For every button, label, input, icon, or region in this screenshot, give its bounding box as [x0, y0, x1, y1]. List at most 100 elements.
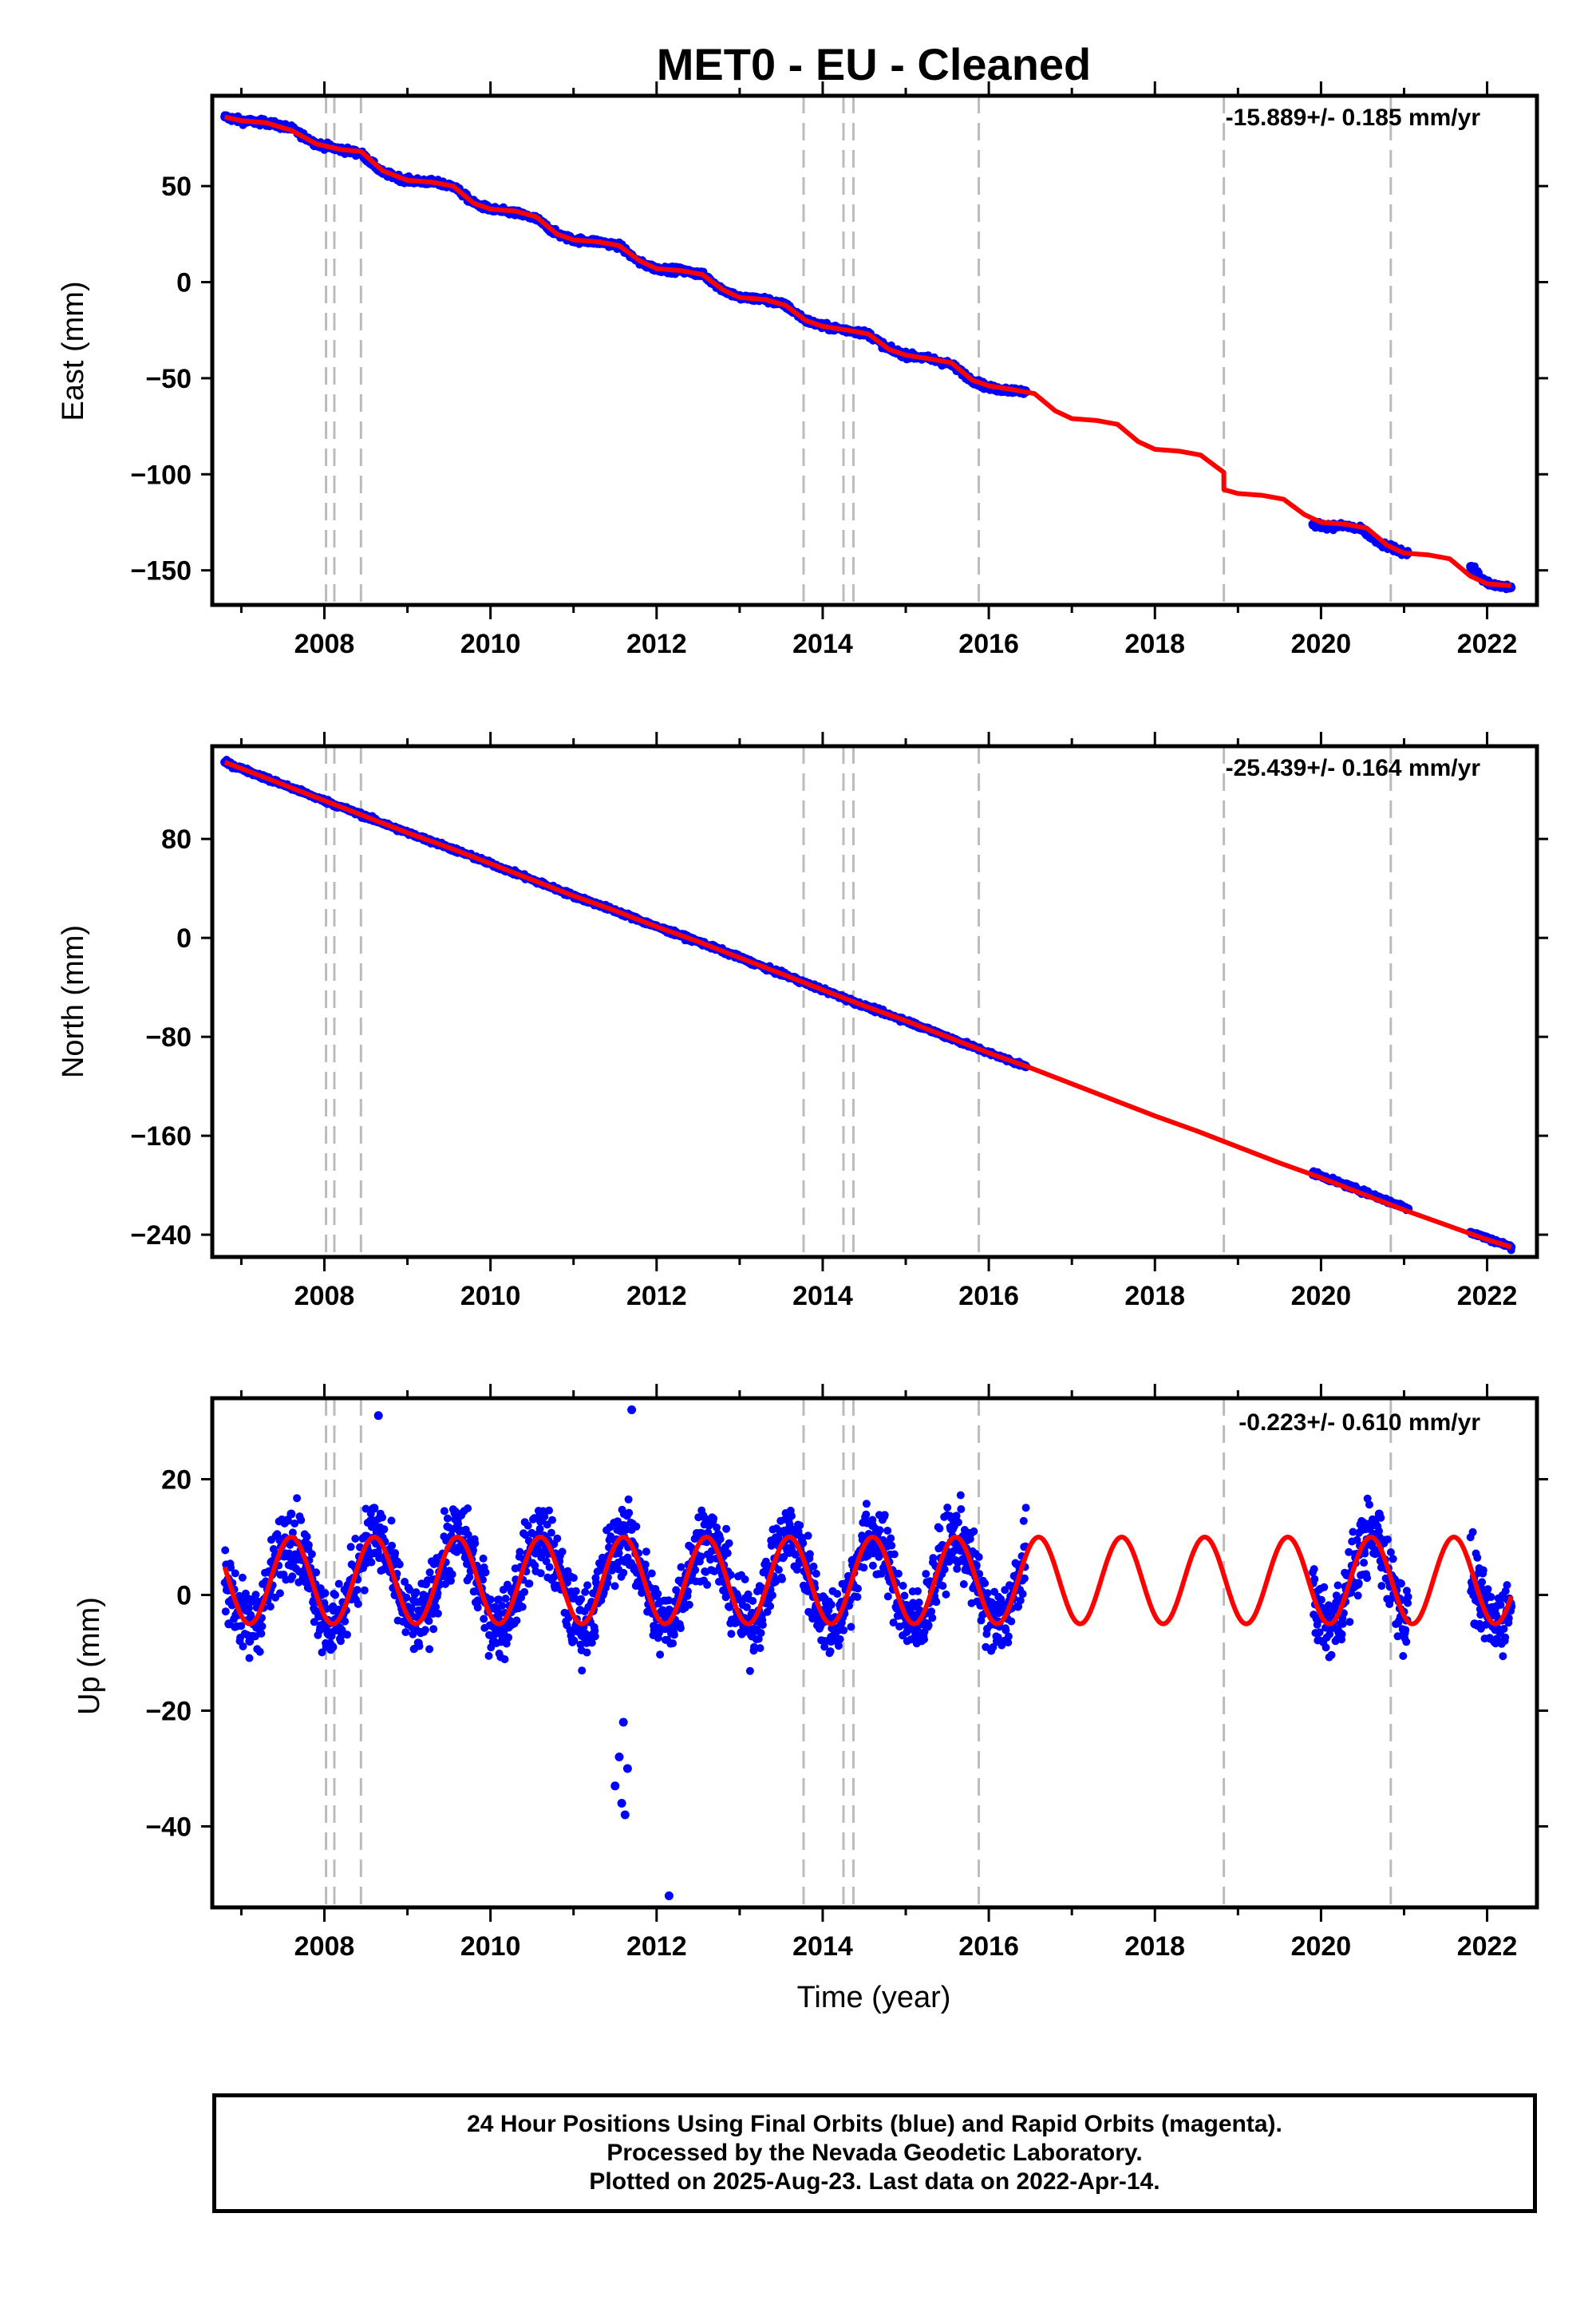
north-xtick-label: 2008 — [294, 1281, 355, 1311]
up-obs-point — [266, 1603, 275, 1611]
up-obs-point — [258, 1622, 267, 1630]
up-obs-point — [440, 1507, 448, 1516]
up-obs-point — [351, 1535, 360, 1543]
north-ytick-label: −240 — [130, 1220, 192, 1251]
up-obs-point — [421, 1626, 429, 1634]
north-xtick-label: 2020 — [1291, 1281, 1352, 1311]
up-obs-point — [245, 1654, 254, 1662]
up-obs-point — [221, 1607, 230, 1616]
north-xtick-label: 2022 — [1457, 1281, 1518, 1311]
up-obs-point — [443, 1514, 452, 1523]
up-steps — [325, 1398, 1393, 1907]
up-obs-point — [343, 1630, 351, 1639]
north-ytick-label: −160 — [130, 1121, 192, 1152]
up-obs-point — [429, 1625, 438, 1634]
up-obs-point — [334, 1579, 343, 1588]
up-obs-point — [425, 1568, 434, 1577]
up-obs-point — [448, 1570, 456, 1579]
up-obs-point — [518, 1603, 527, 1611]
up-obs-point — [425, 1617, 433, 1626]
up-obs-point — [395, 1560, 404, 1569]
up-obs-point — [388, 1541, 397, 1550]
up-obs-point — [331, 1591, 340, 1599]
up-obs-point — [304, 1540, 313, 1549]
up-obs-point — [480, 1614, 488, 1623]
east-xtick-label: 2020 — [1291, 629, 1352, 659]
north-ytick-label: 80 — [161, 824, 192, 855]
up-obs-point — [238, 1573, 247, 1582]
up-obs-point — [391, 1549, 400, 1557]
north-xtick-label: 2012 — [626, 1281, 687, 1311]
up-obs-point — [415, 1642, 424, 1650]
up-obs-point — [481, 1568, 490, 1577]
up-obs-point — [425, 1645, 434, 1654]
up-obs-point — [486, 1595, 495, 1604]
east-ytick-label: −50 — [145, 364, 192, 394]
east-ytick-label: −150 — [130, 556, 192, 587]
up-points — [220, 1405, 1516, 1900]
east-model — [223, 114, 1511, 588]
up-obs-point — [307, 1550, 316, 1559]
up-obs-point — [412, 1588, 421, 1597]
up-obs-point — [464, 1504, 472, 1512]
north-xtick-label: 2014 — [792, 1281, 853, 1311]
up-obs-point — [433, 1609, 442, 1618]
north-ytick-label: 0 — [176, 923, 192, 954]
up-obs-point — [401, 1628, 410, 1637]
north-rate: -25.439+/- 0.164 mm/yr — [1226, 755, 1481, 781]
up-obs-point — [275, 1589, 284, 1598]
up-obs-point — [293, 1494, 302, 1503]
east-xticks: 2008 2010 2012 2014 2016 2018 2020 2022 — [239, 81, 1518, 659]
up-obs-point — [479, 1554, 488, 1563]
up-obs-point — [471, 1539, 480, 1547]
east-xtick-label: 2022 — [1457, 629, 1518, 659]
up-obs-point — [312, 1568, 321, 1577]
up-obs-point — [257, 1629, 266, 1638]
up-obs-point — [484, 1651, 493, 1660]
east-xtick-label: 2018 — [1124, 629, 1185, 659]
up-obs-point — [239, 1642, 247, 1650]
up-obs-point — [255, 1647, 264, 1656]
east-rate: -15.889+/- 0.185 mm/yr — [1226, 105, 1481, 131]
north-xticks: 2008 2010 2012 2014 2016 2018 2020 2022 — [239, 732, 1518, 1311]
up-obs-point — [346, 1543, 355, 1551]
up-obs-point — [380, 1525, 389, 1534]
up-obs-point — [302, 1532, 311, 1541]
up-obs-point — [354, 1599, 362, 1608]
north-ytick-label: −80 — [145, 1022, 192, 1053]
east-ytick-label: 50 — [161, 172, 192, 202]
east-model-line — [223, 114, 1511, 588]
up-obs-point — [504, 1633, 513, 1642]
east-ylabel: East (mm) — [57, 281, 90, 421]
up-obs-point — [367, 1558, 376, 1567]
east-ytick-label: 0 — [176, 268, 192, 298]
up-obs-point — [501, 1595, 510, 1603]
east-steps — [325, 96, 1393, 605]
east-xtick-label: 2014 — [792, 629, 853, 659]
up-obs-point — [378, 1513, 387, 1522]
up-obs-point — [231, 1569, 239, 1578]
up-obs-point — [500, 1655, 509, 1664]
up-obs-point — [321, 1589, 330, 1598]
north-xtick-label: 2010 — [460, 1281, 521, 1311]
figure-title: MET0 - EU - Cleaned — [657, 39, 1092, 89]
east-xtick-label: 2010 — [460, 629, 521, 659]
north-xtick-label: 2016 — [958, 1281, 1019, 1311]
up-obs-point — [288, 1572, 297, 1581]
north-ylabel: North (mm) — [57, 925, 90, 1078]
north-xtick-label: 2018 — [1124, 1281, 1185, 1311]
up-obs-point — [297, 1516, 306, 1524]
up-obs-point — [516, 1547, 524, 1556]
east-xtick-label: 2008 — [294, 629, 355, 659]
east-xtick-label: 2012 — [626, 629, 687, 659]
up-obs-point — [221, 1546, 230, 1555]
up-obs-point — [387, 1516, 396, 1525]
up-obs-point — [512, 1616, 521, 1625]
up-obs-point — [498, 1602, 507, 1610]
up-obs-point — [360, 1586, 369, 1595]
east-xtick-label: 2016 — [958, 629, 1019, 659]
